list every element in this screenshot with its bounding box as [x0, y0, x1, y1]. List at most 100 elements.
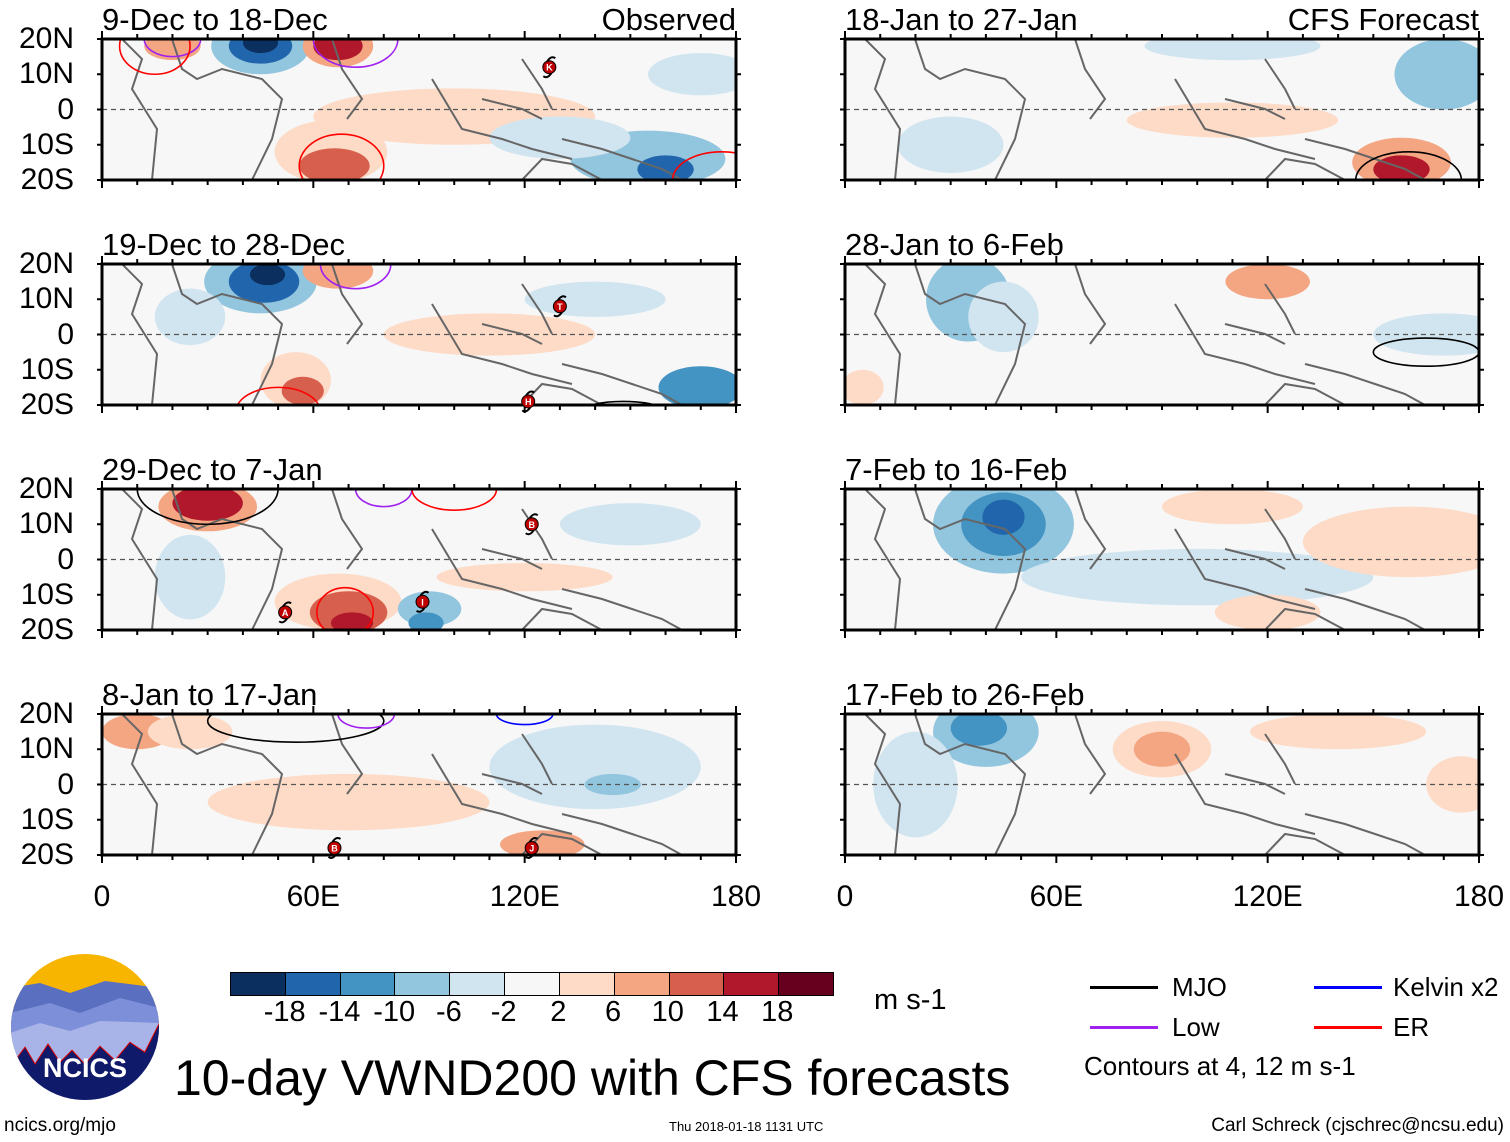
colorbar-swatch: [395, 973, 451, 995]
anomaly-shading: [1144, 39, 1321, 61]
panel-source-label: CFS Forecast: [1287, 2, 1479, 37]
contour-line: [312, 39, 399, 68]
footer-timestamp: Thu 2018-01-18 1131 UTC: [669, 1119, 824, 1134]
x-axis-label: 0: [836, 880, 854, 913]
anomaly-shading: [1133, 731, 1191, 767]
x-axis-label: 120E: [1232, 880, 1303, 913]
coastline-australia: [1264, 382, 1346, 405]
map-panel: [840, 256, 1484, 413]
coastline-borneo: [481, 98, 543, 120]
coastline-africa: [121, 489, 159, 630]
anomaly-shading: [1394, 39, 1479, 110]
colorbar-swatch: [285, 973, 341, 995]
anomaly-shading: [489, 724, 701, 810]
y-axis-label: 0: [57, 317, 74, 351]
anomaly-shading: [313, 39, 363, 61]
coastline-sumatra-java: [1174, 78, 1316, 160]
colorbar-tick-label: -6: [436, 996, 462, 1028]
contour-line: [206, 714, 385, 743]
storm-id: B: [331, 843, 338, 853]
coastline-new-guinea: [561, 363, 683, 405]
colorbar-tick-label: 10: [651, 996, 684, 1028]
x-axis-label: 180: [1453, 880, 1505, 913]
coastline-sumatra-java: [431, 753, 573, 835]
y-axis-label: 20S: [20, 613, 74, 646]
anomaly-shading: [897, 116, 1004, 173]
coastline-sumatra-java: [1174, 528, 1316, 610]
colorbar-tick-label: -10: [373, 996, 416, 1028]
anomaly-shading: [968, 281, 1039, 353]
coastline-africa: [864, 39, 902, 180]
storm-id: T: [557, 302, 563, 312]
panel-title: 29-Dec to 7-Jan: [102, 452, 323, 487]
colorbar-tick-label: 18: [761, 996, 794, 1028]
contour-line: [1372, 337, 1479, 368]
contour-line: [495, 714, 554, 726]
mjo-legend-line: [1090, 986, 1158, 989]
coastline-philippines: [521, 58, 553, 110]
storm-id: H: [525, 397, 532, 407]
anomaly-shading: [845, 369, 884, 405]
anomaly-shading: [489, 116, 631, 159]
coastline-east-africa-coast: [914, 264, 1027, 405]
contour-line: [319, 264, 392, 290]
anomaly-shading: [950, 714, 1008, 746]
contour-line: [118, 39, 191, 76]
coastline-africa: [121, 39, 159, 180]
map-panel: [840, 706, 1484, 863]
coastline-east-africa-coast: [171, 39, 284, 180]
x-axis-label: 120E: [489, 880, 560, 913]
coastline-philippines: [1264, 283, 1296, 335]
map-panel: K: [97, 31, 741, 188]
coastline-philippines: [1264, 508, 1296, 560]
coastline-borneo: [1224, 98, 1286, 120]
coastline-new-guinea: [561, 588, 683, 630]
y-axis-label: 10S: [20, 352, 74, 386]
coastline-philippines: [521, 283, 553, 335]
map-panel: [840, 31, 1484, 188]
tropical-cyclone-marker: H: [521, 390, 536, 413]
anomaly-shading: [1225, 264, 1310, 300]
footer-credit: Carl Schreck (cjschrec@ncsu.edu): [1211, 1115, 1504, 1136]
contour-line: [411, 489, 498, 511]
y-axis-label: 10N: [18, 732, 74, 766]
coastline-sumatra-java: [1174, 753, 1316, 835]
colorbar-tick-label: -18: [263, 996, 306, 1028]
colorbar-swatch: [559, 973, 615, 995]
x-axis-label: 180: [710, 880, 762, 913]
coastline-africa: [121, 264, 159, 405]
colorbar-swatch: [779, 973, 833, 995]
y-axis-label: 20S: [20, 163, 74, 196]
storm-id: K: [546, 63, 553, 73]
coastline-sumatra-java: [1174, 303, 1316, 385]
coastline-sumatra-java: [431, 78, 573, 160]
coastline-sumatra-java: [431, 528, 573, 610]
y-axis-label: 20N: [18, 247, 74, 280]
coastline-east-africa-coast: [914, 39, 1027, 180]
coastline-philippines: [1264, 733, 1296, 785]
anomaly-shading: [637, 155, 694, 180]
anomaly-shading: [299, 148, 370, 180]
colorbar-swatch: [340, 973, 396, 995]
panel-title: 8-Jan to 17-Jan: [102, 677, 318, 712]
panel-title: 7-Feb to 16-Feb: [845, 452, 1068, 487]
panel-title: 9-Dec to 18-Dec: [102, 2, 328, 37]
colorbar-swatch: [505, 973, 560, 995]
footer-url[interactable]: ncics.org/mjo: [4, 1115, 116, 1136]
anomaly-shading: [1250, 714, 1427, 750]
coastline-australia: [1264, 607, 1346, 630]
panel-title: 17-Feb to 26-Feb: [845, 677, 1085, 712]
anomaly-shading: [408, 612, 444, 630]
coastline-borneo: [1224, 323, 1286, 345]
anomaly-shading: [647, 53, 736, 96]
colorbar: [230, 972, 834, 996]
y-axis-label: 20N: [18, 697, 74, 730]
storm-id: J: [529, 843, 534, 853]
coastline-east-africa-coast: [914, 714, 1027, 855]
svg-text:NCICS: NCICS: [43, 1053, 127, 1083]
contour-line: [143, 39, 202, 58]
tropical-cyclone-marker: B: [524, 513, 539, 536]
anomaly-shading: [330, 612, 374, 630]
contour-line: [354, 489, 413, 508]
tropical-cyclone-marker: J: [524, 836, 539, 859]
